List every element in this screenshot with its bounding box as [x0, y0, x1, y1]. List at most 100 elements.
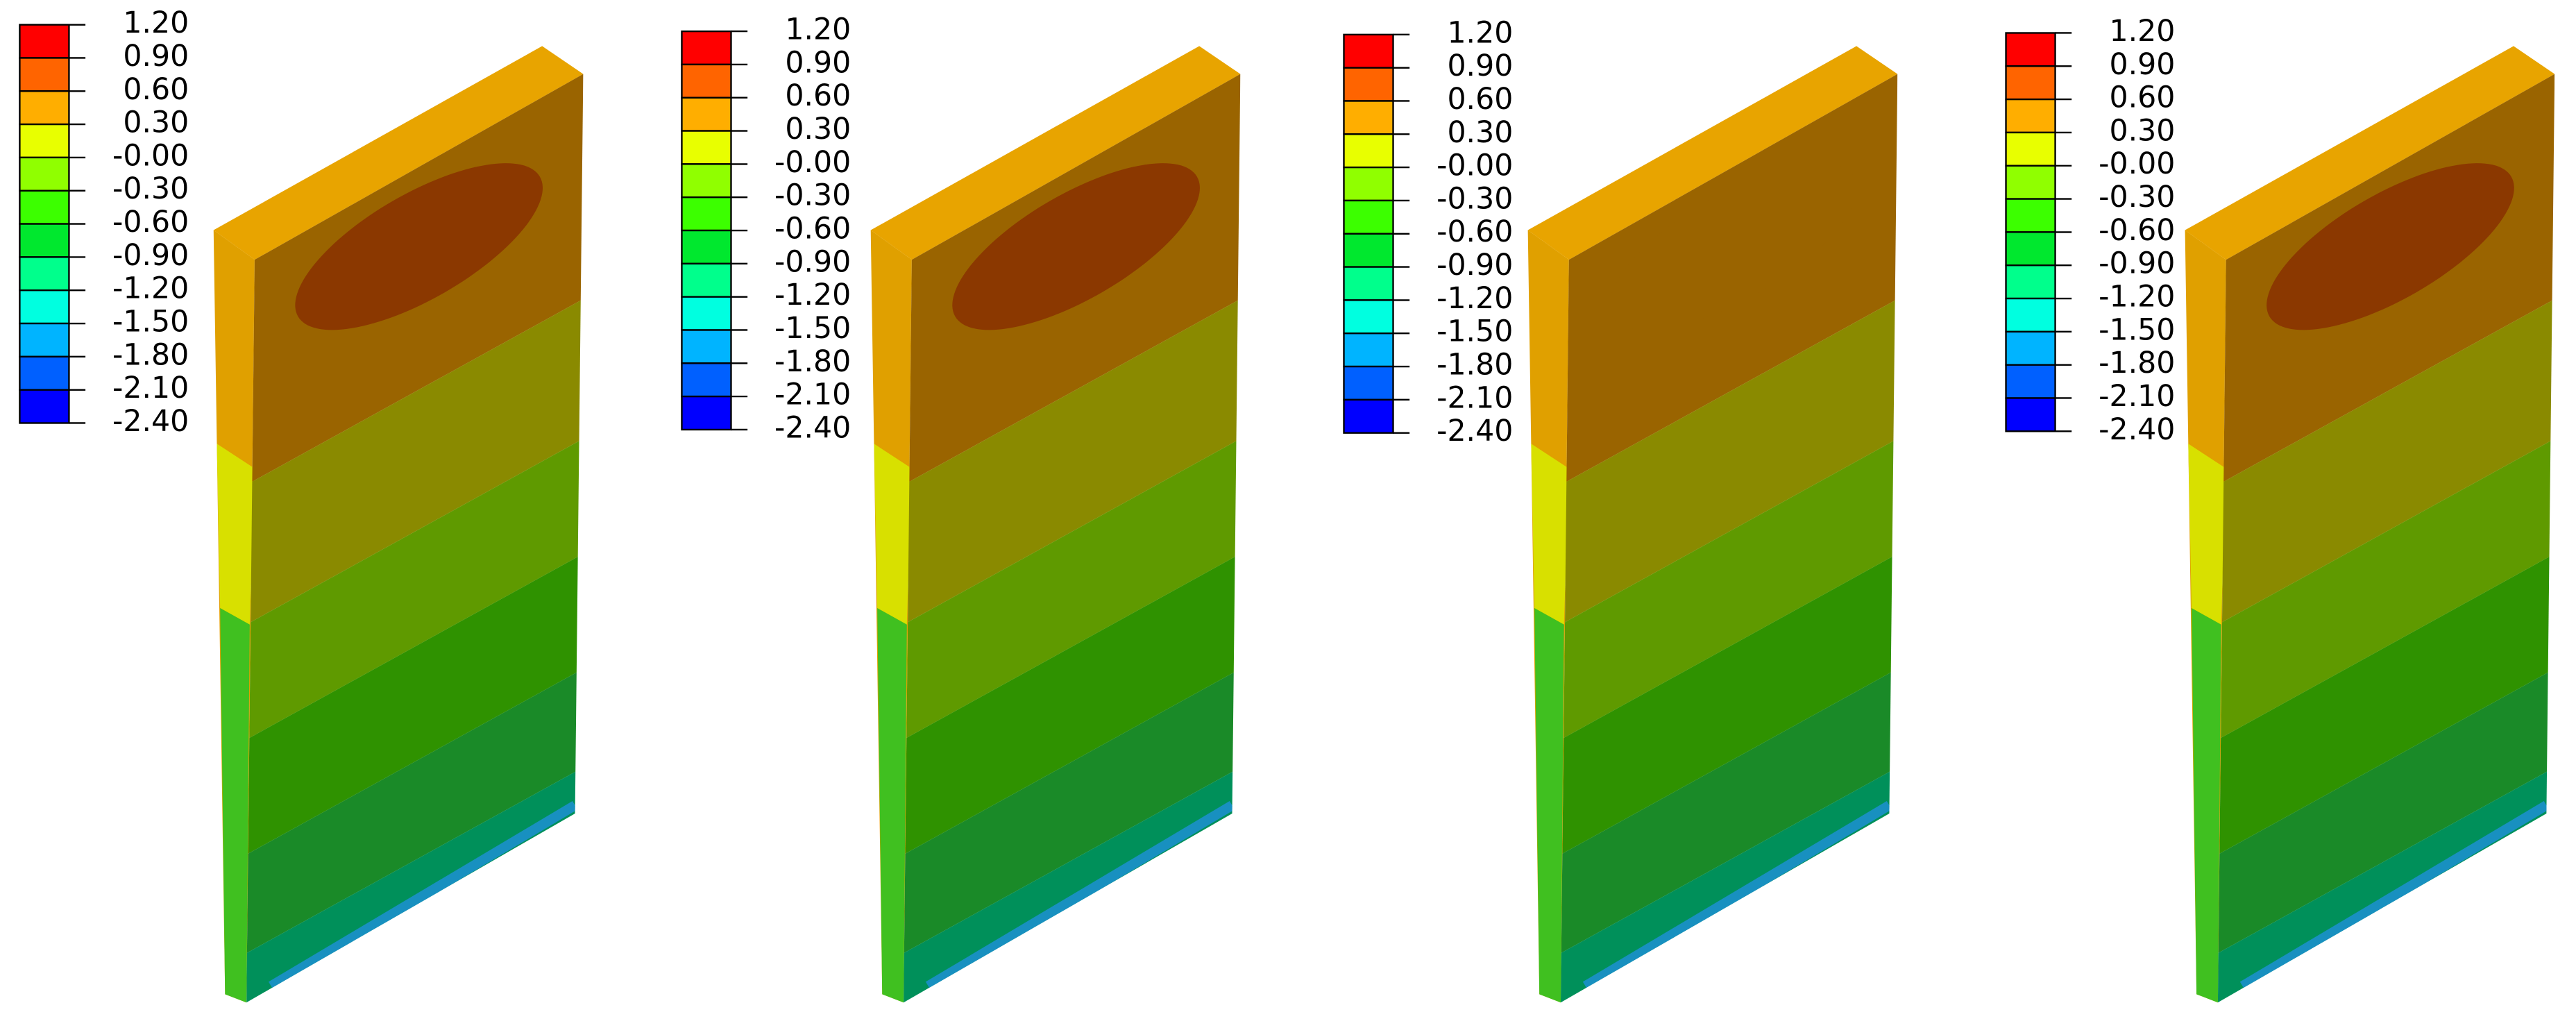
- front-face: [1560, 74, 1898, 1003]
- contour-band: [1560, 294, 1898, 625]
- legend-swatch: [1343, 199, 1394, 235]
- top-face: [2185, 46, 2555, 260]
- legend-label: -0.90: [774, 244, 851, 279]
- legend-label: -0.90: [112, 238, 189, 273]
- contour-band: [2217, 294, 2555, 625]
- legend-swatch: [19, 389, 70, 424]
- legend-swatch: [19, 123, 70, 159]
- legend-label: -1.80: [774, 344, 851, 379]
- legend-swatch: [681, 163, 732, 199]
- side-face-band: [877, 608, 907, 1003]
- top-face: [870, 46, 1241, 260]
- front-face: [246, 74, 584, 1003]
- legend-label: -1.50: [774, 311, 851, 346]
- legend-swatch: [19, 223, 70, 258]
- legend-swatch: [2005, 297, 2056, 333]
- legend-swatch: [681, 395, 732, 431]
- legend-label: 1.20: [785, 12, 851, 47]
- legend-label: -1.50: [2099, 312, 2175, 347]
- legend-label: -1.20: [1437, 281, 1513, 316]
- legend-label: -0.30: [774, 178, 851, 213]
- legend-swatch: [1343, 33, 1394, 69]
- result-panel: [2185, 46, 2555, 1003]
- legend-swatch: [19, 90, 70, 126]
- legend-swatch: [681, 30, 732, 66]
- contour-band: [2217, 434, 2555, 740]
- legend-label: -0.90: [1437, 248, 1513, 283]
- legend-label: -1.20: [774, 278, 851, 312]
- top-face: [1527, 46, 1898, 260]
- contour-band: [2217, 664, 2555, 954]
- contour-band: [2217, 549, 2555, 855]
- edge-band: [2239, 801, 2550, 991]
- legend-swatch: [1343, 233, 1394, 268]
- legend-label: -1.80: [1437, 348, 1513, 382]
- hot-spot: [952, 163, 1200, 330]
- legend-swatch: [19, 355, 70, 391]
- legend-label: 0.30: [1447, 115, 1513, 150]
- legend-label: 0.90: [2109, 47, 2175, 82]
- legend-label: 0.60: [1447, 82, 1513, 117]
- legend-swatch: [2005, 32, 2056, 67]
- side-face-band: [1531, 444, 1569, 625]
- legend-swatch: [681, 362, 732, 398]
- legend-label: -1.20: [2099, 280, 2175, 314]
- side-face-band: [1534, 608, 1564, 1003]
- legend-swatch: [1343, 299, 1394, 335]
- legend-swatch: [2005, 165, 2056, 200]
- contour-band: [904, 664, 1241, 954]
- legend: 1.200.900.600.30-0.00-0.30-0.60-0.90-1.2…: [681, 12, 851, 445]
- legend-swatch: [2005, 65, 2056, 101]
- contour-band: [1560, 434, 1898, 740]
- contour-band: [246, 549, 584, 855]
- legend-label: -0.00: [774, 145, 851, 180]
- legend-label: -2.10: [2099, 379, 2175, 414]
- legend-swatch: [681, 196, 732, 232]
- legend-label: -2.10: [774, 378, 851, 412]
- side-face-band: [220, 608, 250, 1003]
- legend-swatch: [2005, 364, 2056, 399]
- front-face: [904, 74, 1241, 1003]
- legend-swatch: [681, 96, 732, 132]
- legend-swatch: [19, 322, 70, 358]
- legend-label: -2.40: [1437, 414, 1513, 448]
- legend-swatch: [681, 130, 732, 165]
- legend-swatch: [2005, 198, 2056, 233]
- contour-band: [1560, 549, 1898, 855]
- legend-label: 1.20: [1447, 15, 1513, 50]
- edge-band: [268, 801, 578, 991]
- legend-swatch: [681, 63, 732, 99]
- legend-swatch: [19, 24, 70, 59]
- legend-label: 0.90: [123, 39, 189, 74]
- side-face-band: [217, 444, 255, 625]
- contour-band: [246, 294, 584, 625]
- legend-label: -1.80: [112, 337, 189, 372]
- legend-swatch: [1343, 266, 1394, 301]
- legend-label: 0.60: [785, 78, 851, 113]
- legend-swatch: [19, 190, 70, 225]
- legend-label: 0.30: [2109, 113, 2175, 148]
- legend-label: -0.00: [1437, 149, 1513, 183]
- legend-label: -0.60: [2099, 213, 2175, 248]
- legend-label: -2.40: [774, 410, 851, 445]
- contour-band: [246, 664, 584, 954]
- legend-label: 0.90: [1447, 49, 1513, 83]
- legend-swatch: [681, 296, 732, 331]
- side-face-band: [874, 444, 912, 625]
- legend-label: -2.40: [112, 404, 189, 439]
- side-face-band: [2188, 444, 2226, 625]
- legend-label: 0.90: [785, 45, 851, 80]
- legend: 1.200.900.600.30-0.00-0.30-0.60-0.90-1.2…: [19, 6, 189, 439]
- legend-label: -0.30: [1437, 181, 1513, 216]
- legend-swatch: [1343, 166, 1394, 202]
- edge-band: [925, 801, 1235, 991]
- legend-label: -0.30: [112, 171, 189, 206]
- contour-band: [904, 294, 1241, 625]
- legend-label: -2.40: [2099, 412, 2175, 447]
- legend-swatch: [2005, 98, 2056, 134]
- legend-swatch: [2005, 264, 2056, 300]
- legend-swatch: [1343, 133, 1394, 169]
- result-panel: [1527, 46, 1898, 1003]
